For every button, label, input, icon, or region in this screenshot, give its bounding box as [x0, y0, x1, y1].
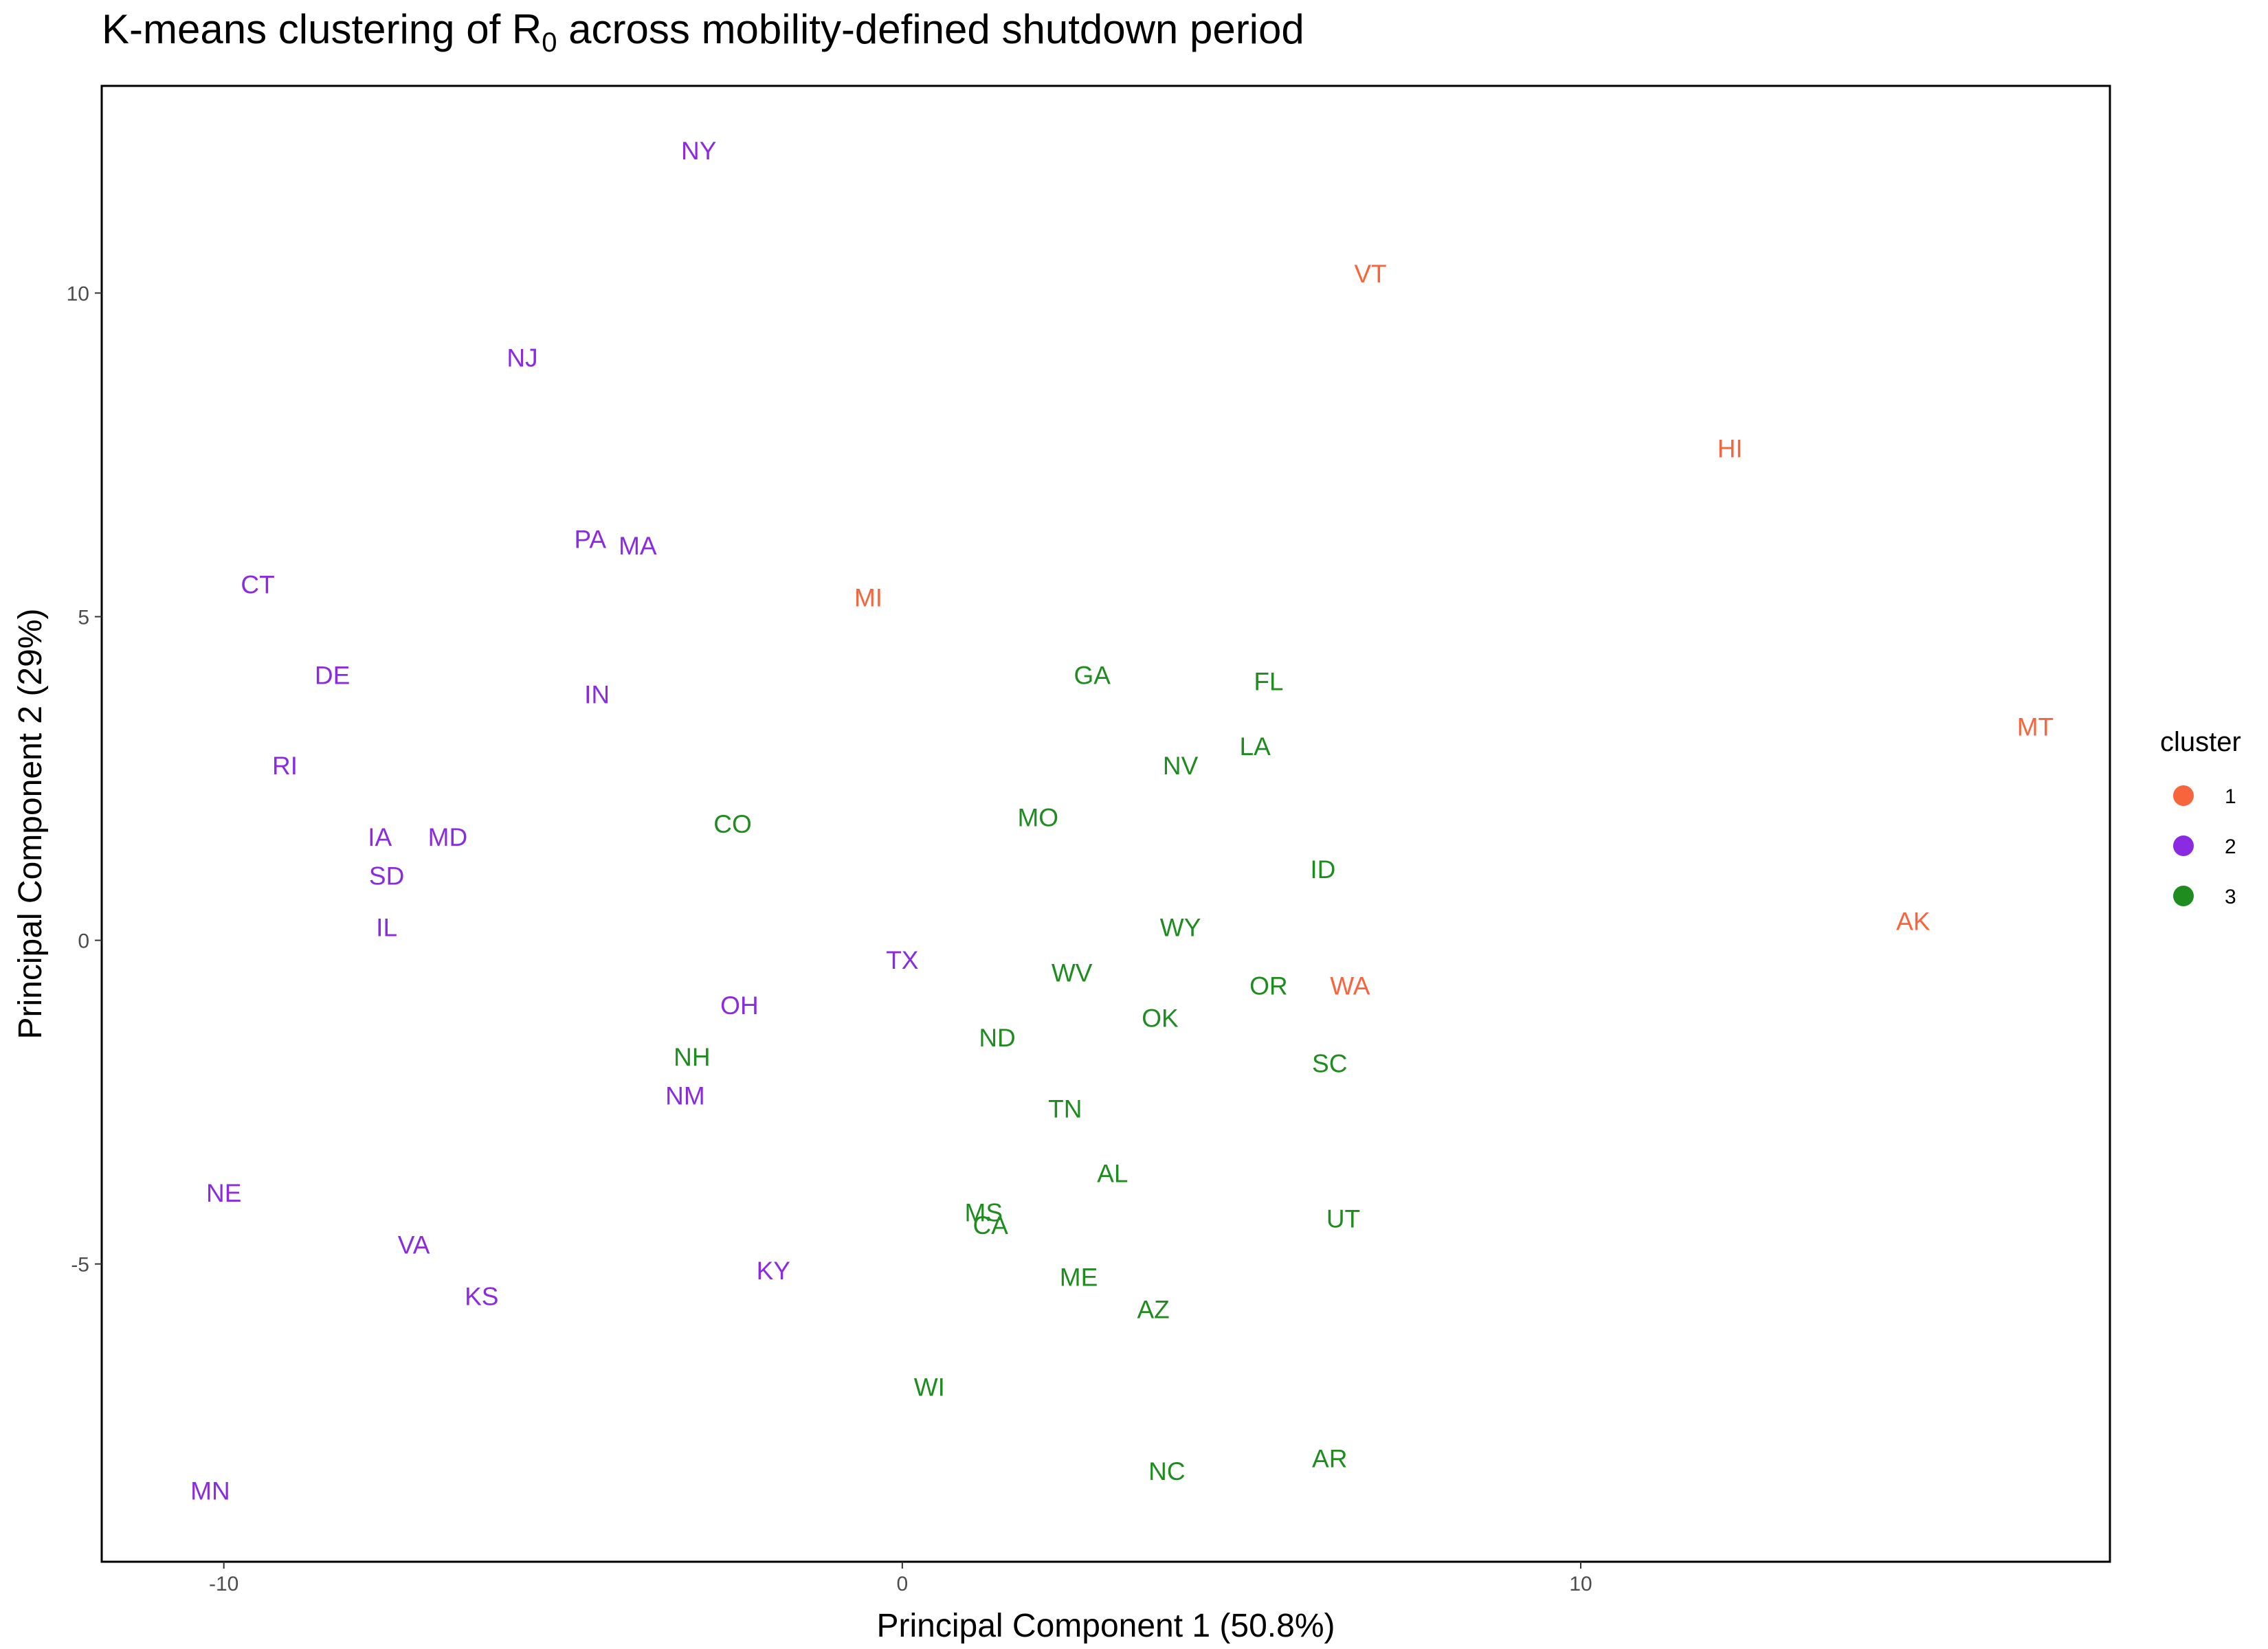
- point-label-tx: TX: [886, 946, 918, 974]
- point-label-al: AL: [1097, 1160, 1128, 1188]
- point-label-mo: MO: [1017, 804, 1058, 832]
- y-axis-title: Principal Component 2 (29%): [12, 609, 49, 1040]
- x-tick-label: 0: [897, 1573, 909, 1595]
- y-tick-label: -5: [71, 1254, 89, 1277]
- point-label-ne: NE: [206, 1179, 241, 1207]
- legend-label-2: 2: [2225, 835, 2236, 858]
- legend-label-1: 1: [2225, 785, 2236, 808]
- point-label-mt: MT: [2017, 713, 2054, 741]
- x-axis-title: Principal Component 1 (50.8%): [876, 1608, 1335, 1644]
- plot-panel: [100, 85, 2111, 1563]
- point-label-ok: OK: [1142, 1005, 1179, 1033]
- point-label-nh: NH: [674, 1043, 710, 1071]
- point-label-sd: SD: [369, 862, 404, 890]
- point-label-wa: WA: [1330, 972, 1370, 1000]
- point-label-oh: OH: [720, 991, 759, 1020]
- point-label-ut: UT: [1326, 1205, 1360, 1233]
- point-label-il: IL: [376, 914, 397, 942]
- point-label-tn: TN: [1048, 1095, 1082, 1123]
- point-label-pa: PA: [574, 525, 606, 553]
- chart-title-rest: across mobility-defined shutdown period: [557, 6, 1304, 52]
- point-label-id: ID: [1310, 855, 1335, 884]
- point-label-mn: MN: [190, 1477, 230, 1505]
- point-label-vt: VT: [1354, 260, 1386, 288]
- point-label-ct: CT: [241, 570, 274, 598]
- y-axis: -5 0 5 10: [67, 282, 102, 1277]
- chart-title: K-means clustering of R0 across mobility…: [102, 5, 1304, 58]
- point-label-de: DE: [315, 661, 350, 689]
- point-label-me: ME: [1060, 1263, 1098, 1291]
- point-label-az: AZ: [1137, 1296, 1169, 1324]
- point-label-in: IN: [584, 681, 610, 709]
- point-label-nm: NM: [665, 1082, 705, 1110]
- point-label-ks: KS: [465, 1283, 498, 1311]
- legend: cluster 1 2 3: [2160, 727, 2241, 908]
- point-label-ia: IA: [368, 823, 392, 851]
- chart-title-main: K-means clustering of R: [102, 6, 542, 52]
- point-label-ri: RI: [272, 752, 298, 780]
- point-label-co: CO: [713, 810, 752, 838]
- x-tick-label: 10: [1569, 1573, 1592, 1595]
- legend-title: cluster: [2160, 727, 2241, 757]
- point-label-ny: NY: [681, 137, 716, 165]
- y-tick-label: 10: [67, 282, 89, 305]
- point-label-wi: WI: [914, 1373, 945, 1402]
- point-label-md: MD: [428, 823, 468, 851]
- x-tick-label: -10: [209, 1573, 238, 1595]
- point-label-fl: FL: [1254, 668, 1283, 696]
- legend-key-2: [2173, 835, 2194, 856]
- point-label-va: VA: [398, 1231, 430, 1259]
- point-label-wv: WV: [1052, 959, 1093, 987]
- point-label-hi: HI: [1717, 435, 1743, 463]
- legend-key-1: [2173, 785, 2194, 806]
- point-label-or: OR: [1249, 972, 1288, 1000]
- point-label-nv: NV: [1163, 752, 1199, 780]
- point-label-ky: KY: [757, 1257, 790, 1285]
- point-label-ma: MA: [619, 532, 657, 560]
- point-label-ms: MS: [965, 1198, 1003, 1226]
- point-label-sc: SC: [1312, 1050, 1347, 1078]
- point-label-nj: NJ: [507, 344, 537, 372]
- point-label-ca: CA: [972, 1211, 1008, 1239]
- y-tick-label: 5: [78, 607, 89, 629]
- point-label-ga: GA: [1074, 661, 1111, 689]
- point-label-wy: WY: [1160, 914, 1201, 942]
- y-tick-label: 0: [78, 930, 89, 953]
- point-label-nc: NC: [1148, 1457, 1185, 1485]
- point-label-la: LA: [1240, 732, 1271, 761]
- chart-title-subscript: 0: [542, 27, 557, 58]
- point-labels: NY NJ PA MA CT DE IN RI IA MD SD IL TX OH NM NE VA KS KY MN…: [190, 137, 2054, 1505]
- x-axis: -10 0 10: [209, 1562, 1592, 1595]
- legend-key-3: [2173, 886, 2194, 906]
- point-label-nd: ND: [979, 1024, 1015, 1052]
- point-label-mi: MI: [854, 583, 882, 612]
- point-label-ak: AK: [1896, 907, 1931, 935]
- point-label-ar: AR: [1312, 1444, 1347, 1472]
- legend-label-3: 3: [2225, 886, 2236, 908]
